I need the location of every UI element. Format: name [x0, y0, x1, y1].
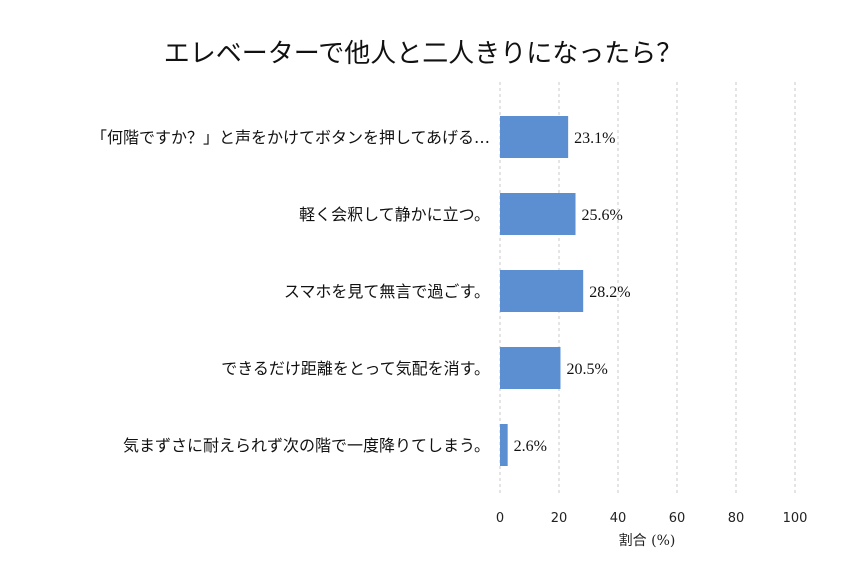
data-label: 28.2% [589, 284, 630, 301]
data-labels: 23.1% 25.6% 28.2% 20.5% 2.6% [514, 130, 631, 455]
chart-title: エレベーターで他人と二人きりになったら？ [164, 39, 682, 69]
bar [500, 193, 576, 235]
category-label: 「何階ですか？」と声をかけてボタンを押してあげる… [91, 128, 490, 147]
bar [500, 424, 508, 466]
x-axis-label: 割合 (%) [619, 532, 676, 549]
bar [500, 270, 584, 312]
x-tick-label: 40 [610, 511, 627, 526]
data-label: 23.1% [574, 130, 615, 147]
category-label: できるだけ距離をとって気配を消す。 [221, 359, 490, 378]
x-tick-label: 80 [728, 511, 745, 526]
x-tick-label: 0 [496, 511, 504, 526]
data-label: 20.5% [566, 361, 607, 378]
category-labels: 「何階ですか？」と声をかけてボタンを押してあげる… 軽く会釈して静かに立つ。スマホ… [91, 128, 490, 455]
category-label: 軽く会釈して静かに立つ。 [299, 205, 490, 224]
category-label: スマホを見て無言で過ごす。 [284, 282, 490, 301]
x-tick-label: 100 [783, 511, 808, 526]
data-label: 2.6% [514, 438, 547, 455]
x-axis-ticks: 0 20 40 60 80 100 [496, 511, 808, 526]
x-tick-label: 60 [669, 511, 686, 526]
bar [500, 116, 569, 158]
bar [500, 347, 561, 389]
category-label: 気まずさに耐えられず次の階で一度降りてしまう。 [123, 436, 490, 455]
bars [500, 116, 584, 466]
data-label: 25.6% [582, 207, 623, 224]
x-tick-label: 20 [551, 511, 568, 526]
